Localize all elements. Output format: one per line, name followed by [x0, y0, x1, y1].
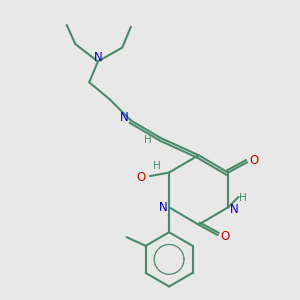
Text: N: N	[230, 202, 239, 215]
Text: O: O	[137, 171, 146, 184]
Text: N: N	[94, 52, 102, 64]
Text: N: N	[158, 201, 167, 214]
Text: H: H	[144, 135, 152, 145]
Text: H: H	[239, 193, 247, 202]
Text: O: O	[250, 154, 259, 167]
Text: N: N	[120, 111, 128, 124]
Text: H: H	[153, 160, 161, 171]
Text: O: O	[220, 230, 229, 243]
